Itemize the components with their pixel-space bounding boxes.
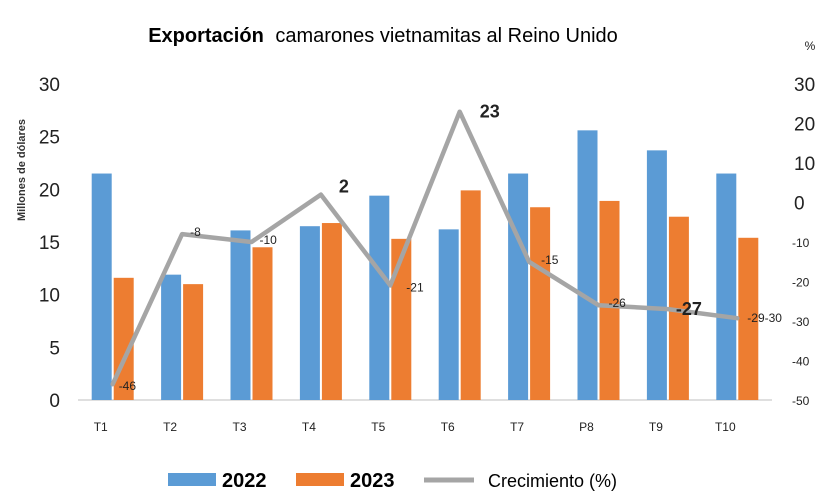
x-axis-ticks: T1 T2 T3 T4 T5 T6 T7 P8 T9 T10 xyxy=(94,420,736,434)
growth-point-label: -27 xyxy=(676,299,702,319)
bar-2022 xyxy=(230,230,251,400)
growth-point-label: -10 xyxy=(260,233,278,247)
bar-2022 xyxy=(508,173,529,400)
bar-2023 xyxy=(530,207,551,400)
legend: 2022 2023 Crecimiento (%) xyxy=(168,470,617,492)
legend-swatch-2023 xyxy=(296,473,344,486)
y-tick-label: 5 xyxy=(49,338,60,359)
y2-tick-label: -20 xyxy=(792,276,810,290)
bar-2023 xyxy=(460,190,481,400)
x-tick-label: T10 xyxy=(715,420,736,434)
growth-line xyxy=(110,109,740,387)
growth-point-label: -8 xyxy=(190,225,201,239)
y-tick-label: 30 xyxy=(39,75,60,96)
y2-tick-label: 30 xyxy=(794,75,815,96)
bar-2022 xyxy=(91,173,112,400)
growth-point-label: 23 xyxy=(480,102,500,122)
x-tick-label: P8 xyxy=(579,420,594,434)
bar-2022 xyxy=(716,173,737,400)
x-tick-label: T5 xyxy=(371,420,385,434)
bars-layer xyxy=(91,130,759,400)
y2-axis-unit: % xyxy=(805,39,816,53)
growth-point-label: -15 xyxy=(541,253,559,267)
bar-2023 xyxy=(321,223,342,400)
growth-line-layer xyxy=(110,109,740,387)
right-axis-ticks: -50 -40 -30 -20 -10 0 10 20 30 xyxy=(792,75,815,408)
x-tick-label: T4 xyxy=(302,420,316,434)
legend-label-2023: 2023 xyxy=(350,470,395,492)
bar-2022 xyxy=(299,226,320,400)
growth-point-label: -29-30 xyxy=(747,311,782,325)
x-tick-label: T7 xyxy=(510,420,524,434)
y2-tick-label: -30 xyxy=(792,315,810,329)
y-axis-title: Millones de dólares xyxy=(16,119,28,221)
x-tick-label: T2 xyxy=(163,420,177,434)
y2-tick-label: 10 xyxy=(794,154,815,175)
y-tick-label: 0 xyxy=(49,391,60,412)
growth-point-label: 2 xyxy=(339,177,349,197)
left-axis-ticks: 0 5 10 15 20 25 30 xyxy=(39,75,60,412)
chart-title-bold: Exportación xyxy=(148,25,264,47)
x-tick-label: T1 xyxy=(94,420,108,434)
chart-title: Exportación camarones vietnamitas al Rei… xyxy=(148,25,618,47)
y-tick-label: 25 xyxy=(39,128,60,149)
y2-tick-label: -50 xyxy=(792,394,810,408)
y2-tick-label: -10 xyxy=(792,236,810,250)
legend-label-2022: 2022 xyxy=(222,470,267,492)
y-tick-label: 20 xyxy=(39,180,60,201)
bar-2022 xyxy=(577,130,598,400)
chart-title-rest: camarones vietnamitas al Reino Unido xyxy=(275,25,617,47)
bar-2022 xyxy=(438,229,459,400)
x-tick-label: T6 xyxy=(441,420,455,434)
growth-point-labels: -46 -8 -10 2 -21 23 -15 -26 -27 -29-30 xyxy=(119,102,783,394)
bar-2023 xyxy=(252,247,273,400)
x-tick-label: T9 xyxy=(649,420,663,434)
bar-2022 xyxy=(369,195,390,400)
bar-2022 xyxy=(646,150,667,400)
y2-tick-label: 0 xyxy=(794,194,805,215)
bar-2023 xyxy=(183,284,204,400)
y-tick-label: 10 xyxy=(39,286,60,307)
bar-2023 xyxy=(599,200,620,400)
growth-point-label: -46 xyxy=(119,379,137,393)
y2-tick-label: -40 xyxy=(792,355,810,369)
y2-tick-label: 20 xyxy=(794,115,815,136)
legend-swatch-2022 xyxy=(168,473,216,486)
growth-point-label: -26 xyxy=(609,296,627,310)
legend-label-growth: Crecimiento (%) xyxy=(488,471,617,491)
bar-2023 xyxy=(738,237,759,400)
growth-point-label: -21 xyxy=(406,280,424,294)
y-tick-label: 15 xyxy=(39,233,60,254)
bar-2022 xyxy=(161,274,182,400)
x-tick-label: T3 xyxy=(232,420,246,434)
bar-2023 xyxy=(391,238,412,400)
